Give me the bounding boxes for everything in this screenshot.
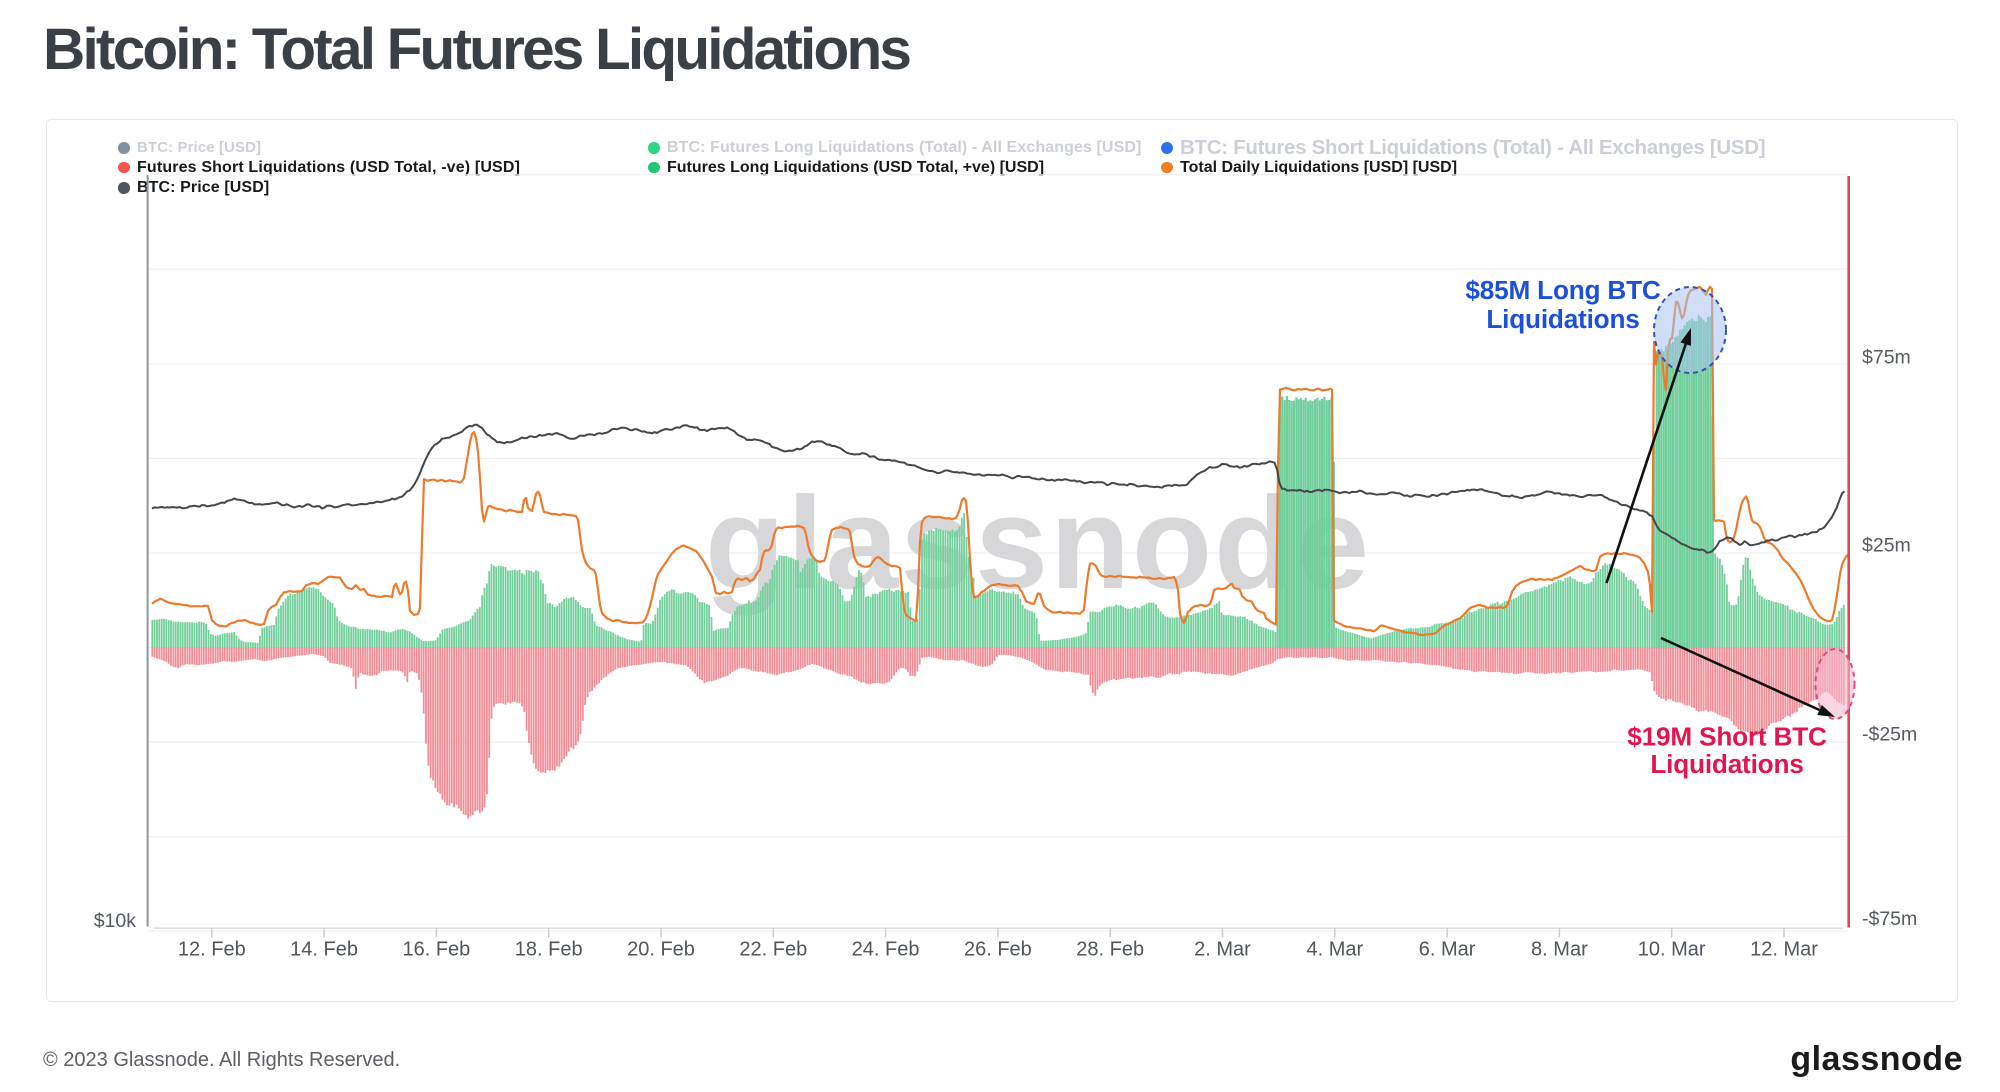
svg-text:22. Feb: 22. Feb [739, 939, 807, 961]
svg-text:$19M Short BTC: $19M Short BTC [1627, 722, 1827, 752]
svg-text:28. Feb: 28. Feb [1076, 939, 1144, 961]
svg-text:20. Feb: 20. Feb [627, 939, 695, 961]
svg-text:18. Feb: 18. Feb [515, 939, 583, 961]
svg-text:glassnode: glassnode [705, 469, 1371, 616]
svg-text:26. Feb: 26. Feb [964, 939, 1032, 961]
svg-text:-$25m: -$25m [1862, 724, 1917, 746]
svg-text:-$75m: -$75m [1862, 908, 1917, 930]
svg-text:24. Feb: 24. Feb [852, 939, 920, 961]
svg-text:12. Mar: 12. Mar [1750, 939, 1818, 961]
svg-text:12. Feb: 12. Feb [178, 939, 246, 961]
svg-text:Liquidations: Liquidations [1650, 749, 1803, 779]
svg-text:8. Mar: 8. Mar [1531, 939, 1588, 961]
svg-text:$85M Long BTC: $85M Long BTC [1465, 275, 1661, 305]
svg-text:$25m: $25m [1862, 535, 1911, 557]
svg-text:4. Mar: 4. Mar [1306, 939, 1363, 961]
svg-text:16. Feb: 16. Feb [402, 939, 470, 961]
svg-text:2. Mar: 2. Mar [1194, 939, 1251, 961]
svg-text:Liquidations: Liquidations [1486, 304, 1639, 334]
svg-text:10. Mar: 10. Mar [1638, 939, 1706, 961]
svg-text:$10k: $10k [94, 910, 137, 932]
svg-text:14. Feb: 14. Feb [290, 939, 358, 961]
svg-text:$75m: $75m [1862, 347, 1911, 369]
svg-text:6. Mar: 6. Mar [1419, 939, 1476, 961]
